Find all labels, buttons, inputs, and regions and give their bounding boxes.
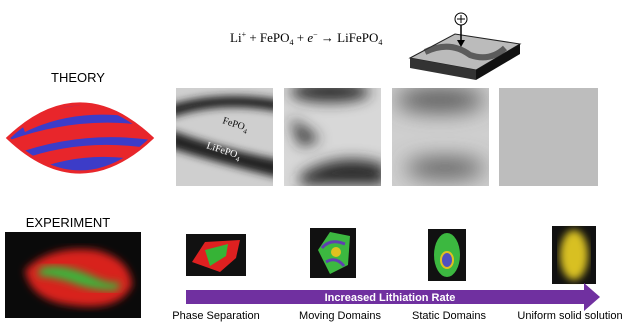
experiment-label: EXPERIMENT: [26, 215, 111, 230]
stage-label: Phase Separation: [172, 310, 259, 322]
sample-box: [410, 13, 520, 80]
theory-panel-4: [499, 88, 598, 186]
arrow-label: Increased Lithiation Rate: [325, 292, 456, 304]
theory-panel-1: [170, 88, 280, 186]
experiment-image: [5, 232, 141, 318]
theory-panel-2: [284, 82, 385, 186]
eq-part: +: [294, 30, 308, 45]
equation: Li+ + FePO4 + e− → LiFePO4: [230, 30, 382, 47]
theory-lens: [8, 104, 152, 172]
exp-thumb-1: [186, 234, 246, 276]
eq-part: Li: [230, 30, 242, 45]
theory-panel-3: [392, 88, 489, 186]
theory-label: THEORY: [51, 70, 105, 85]
eq-part: → LiFePO: [318, 30, 379, 45]
stage-label: Static Domains: [412, 310, 486, 322]
eq-sub: 4: [378, 38, 382, 47]
eq-part: + FePO: [246, 30, 289, 45]
stage-label: Uniform solid solution: [517, 310, 622, 322]
exp-thumb-3: [428, 229, 466, 281]
exp-thumb-2: [310, 228, 356, 278]
exp-thumb-4: [552, 226, 596, 284]
stage-label: Moving Domains: [299, 310, 381, 322]
figure: Li+ + FePO4 + e− → LiFePO4 THEORY FePO4 …: [0, 0, 631, 322]
